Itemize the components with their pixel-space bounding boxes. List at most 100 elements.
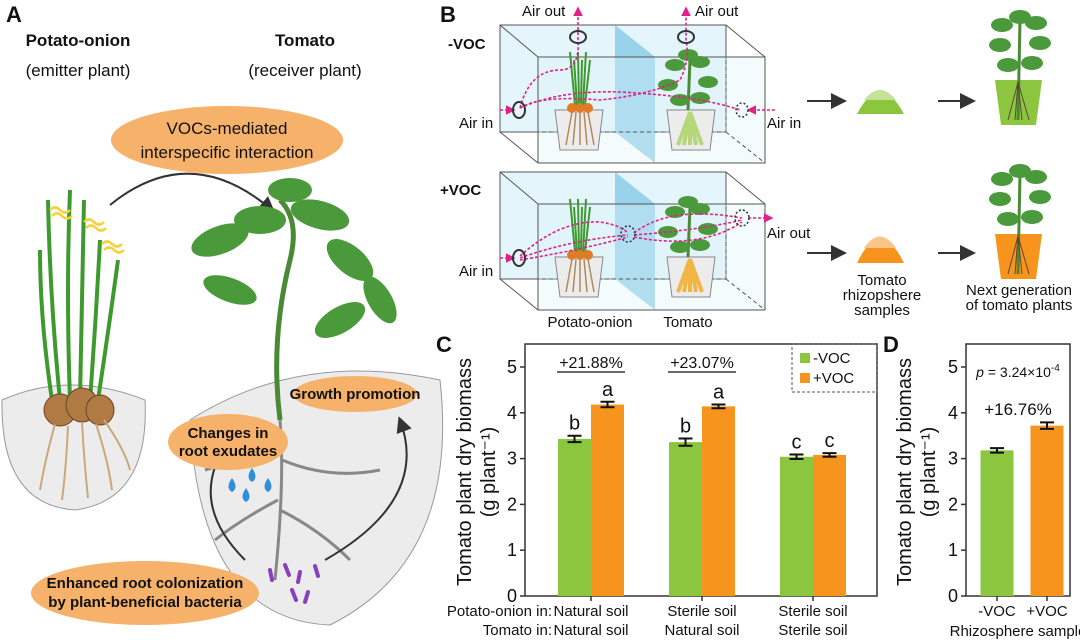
colonization-line1: Enhanced root colonization: [47, 575, 244, 592]
panel-c-letter: C: [436, 332, 452, 357]
d-ylabel-line2: (g plant⁻¹): [918, 427, 940, 518]
bar-plus-voc: [702, 406, 735, 596]
root-icon: [1017, 235, 1030, 275]
c-ytick-label: 1: [507, 540, 517, 560]
row-label-potato-onion: Potato-onion in:: [447, 603, 552, 620]
voc-arrow: [109, 172, 276, 213]
tomato-leaf-icon: [1025, 170, 1047, 184]
c-ylabel-line2: (g plant⁻¹): [478, 427, 500, 518]
panel-d: D Tomato plant dry biomass (g plant⁻¹) 0…: [883, 332, 1080, 640]
panel-b: B -VOC +VOC Air out Air out Air in Air i…: [440, 2, 1072, 331]
category-tomato-soil: Sterile soil: [778, 622, 847, 639]
c-ytick-label: 3: [507, 449, 517, 469]
panel-a-letter: A: [6, 2, 22, 27]
voc-wave-icon: [49, 206, 125, 254]
category-tomato-soil: Natural soil: [553, 622, 628, 639]
panel-c: C Tomato plant dry biomass (g plant⁻¹) 0…: [436, 332, 878, 639]
d-ytick-label: 4: [948, 403, 958, 423]
chamber-edge: [725, 24, 766, 58]
air-port-dotted: [620, 225, 636, 243]
next-gen-line1: Next generation: [966, 282, 1072, 299]
potato-onion-leaf-icon: [569, 51, 576, 106]
root-icon: [572, 111, 577, 146]
tomato-stem-icon: [1016, 173, 1022, 275]
growth-label: Growth promotion: [290, 386, 421, 403]
panel-d-letter: D: [883, 332, 899, 357]
sample-highlight: [864, 236, 896, 248]
significance-letter: b: [569, 413, 580, 435]
airflow-plus-voc: [500, 213, 774, 263]
air-out-label: Air out: [695, 3, 739, 20]
tomato-leaf-icon: [1029, 36, 1051, 50]
root-icon: [1014, 235, 1019, 275]
legend-box: [791, 343, 878, 393]
panel-a: A Potato-onion (emitter plant) Tomato (r…: [1, 2, 444, 626]
chart-d: 0 1 2 3 4 5 -VOC +VOC: [948, 343, 1071, 620]
air-in-label: Air in: [767, 115, 801, 132]
potato-onion-leaf-icon: [582, 198, 587, 253]
bulb-icon: [567, 250, 577, 260]
air-out-label: Air out: [767, 225, 811, 242]
row-label-tomato: Tomato in:: [483, 622, 552, 639]
error-bar: [711, 403, 726, 410]
root-icon: [587, 258, 595, 293]
chamber-plus-voc: [499, 171, 766, 311]
tomato-leaf-icon: [678, 49, 698, 61]
root-icon: [565, 258, 573, 293]
potato-onion-leaf-icon: [573, 206, 578, 253]
growth-label-bg: [293, 376, 417, 412]
d-ylabel-line1: Tomato plant dry biomass: [894, 358, 916, 586]
tomato-leaf-icon: [997, 58, 1019, 72]
p-number: = 3.24×10: [984, 364, 1051, 380]
bulb-icon: [575, 103, 585, 113]
colonization-line2: by plant-beneficial bacteria: [48, 594, 242, 611]
significance-letter: c: [792, 431, 802, 453]
interaction-line1: VOCs-mediated: [167, 119, 288, 138]
root-icon: [1017, 81, 1030, 121]
tomato-leaf-icon: [658, 226, 678, 238]
sample-highlight: [864, 90, 896, 100]
interaction-label-bg: [111, 106, 343, 174]
samples-line3: samples: [854, 302, 910, 319]
legend-swatch-plus: [800, 373, 810, 383]
bar-minus-voc: [558, 438, 591, 596]
root-icon: [572, 258, 577, 293]
c-ytick-label: 0: [507, 586, 517, 606]
tomato-leaf-icon: [989, 38, 1011, 52]
minus-voc-label: -VOC: [448, 36, 486, 53]
c-ytick-label: 2: [507, 494, 517, 514]
air-out-label: Air out: [522, 3, 566, 20]
airflow-minus-voc: [500, 6, 775, 115]
samples-line1: Tomato: [857, 272, 906, 289]
plus-voc-label: +VOC: [440, 182, 481, 199]
root-icon: [565, 111, 573, 146]
root-icon: [583, 258, 588, 293]
chamber-edge: [499, 278, 539, 311]
bar-minus-voc: [980, 450, 1014, 596]
chamber-edge: [725, 171, 766, 205]
percent-increase-label: +23.07%: [670, 355, 734, 372]
d-plot-frame: [965, 343, 1071, 597]
error-bar: [1040, 421, 1054, 430]
colonization-label-bg: [31, 561, 259, 625]
error-bar: [822, 452, 837, 458]
tomato-leaf-icon: [665, 59, 685, 71]
d-ytick-label: 5: [948, 357, 958, 377]
air-inlet-ring: [512, 249, 526, 267]
tomato-leaf-icon: [991, 18, 1013, 32]
potato-onion-leaf-icon: [584, 59, 591, 106]
error-bar: [678, 437, 693, 447]
tomato-leaf-icon: [698, 223, 718, 235]
tomato-leaf-icon: [989, 192, 1011, 206]
d-ytick-label: 0: [948, 586, 958, 606]
tomato-leaf-icon: [690, 239, 710, 251]
significance-letter: a: [713, 382, 725, 404]
d-percent-annotation: +16.76%: [984, 400, 1052, 419]
air-in-label: Air in: [459, 263, 493, 280]
p-exponent: -4: [1051, 363, 1060, 374]
c-ytick-label: 5: [507, 357, 517, 377]
category-potato-onion-soil: Sterile soil: [667, 603, 736, 620]
potato-onion-leaf-icon: [580, 59, 583, 106]
root-icon: [1017, 81, 1023, 121]
